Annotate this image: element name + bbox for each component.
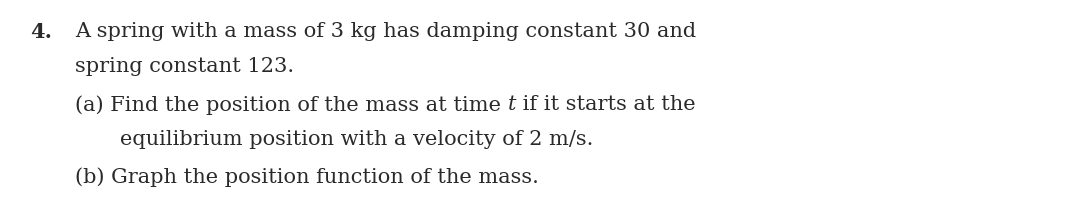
Text: spring constant 123.: spring constant 123.: [75, 57, 294, 76]
Text: (a) Find the position of the mass at time: (a) Find the position of the mass at tim…: [75, 94, 508, 114]
Text: (b) Graph the position function of the mass.: (b) Graph the position function of the m…: [75, 166, 539, 186]
Text: if it starts at the: if it starts at the: [516, 94, 696, 113]
Text: t: t: [508, 94, 516, 113]
Text: equilibrium position with a velocity of 2 m/s.: equilibrium position with a velocity of …: [120, 129, 593, 148]
Text: A spring with a mass of 3 kg has damping constant 30 and: A spring with a mass of 3 kg has damping…: [75, 22, 697, 41]
Text: 4.: 4.: [30, 22, 52, 42]
